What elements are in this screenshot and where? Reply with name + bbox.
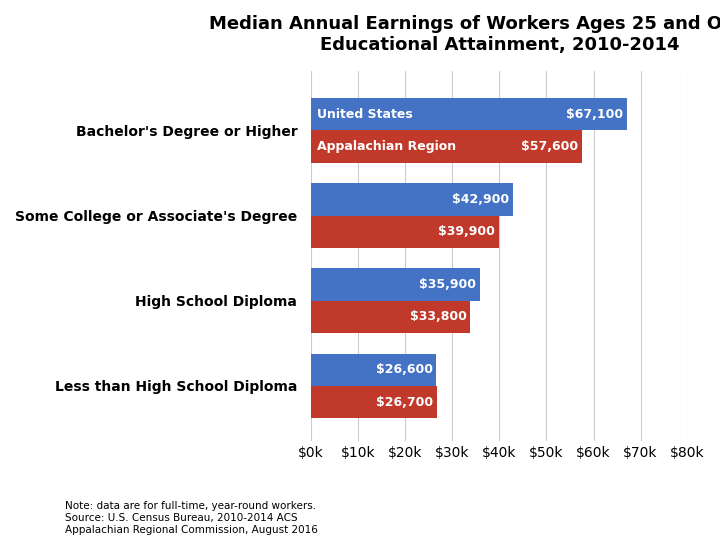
Text: Appalachian Region: Appalachian Region xyxy=(317,140,456,153)
Text: Note: data are for full-time, year-round workers.
Source: U.S. Census Bureau, 20: Note: data are for full-time, year-round… xyxy=(65,502,318,535)
Text: $42,900: $42,900 xyxy=(452,193,509,206)
Bar xyxy=(311,268,480,301)
Text: $67,100: $67,100 xyxy=(566,107,624,120)
Bar xyxy=(311,98,627,130)
Text: $57,600: $57,600 xyxy=(521,140,578,153)
Bar xyxy=(311,301,470,333)
Text: $39,900: $39,900 xyxy=(438,225,495,238)
Title: Median Annual Earnings of Workers Ages 25 and Over, by
Educational Attainment, 2: Median Annual Earnings of Workers Ages 2… xyxy=(209,15,720,54)
Bar xyxy=(311,386,437,418)
Text: $33,800: $33,800 xyxy=(410,310,467,323)
Bar xyxy=(311,354,436,386)
Text: $26,700: $26,700 xyxy=(376,396,433,409)
Bar xyxy=(311,215,499,248)
Text: United States: United States xyxy=(317,107,413,120)
Text: $35,900: $35,900 xyxy=(419,278,477,291)
Bar xyxy=(311,130,582,163)
Text: $26,600: $26,600 xyxy=(376,363,433,376)
Bar xyxy=(311,183,513,215)
